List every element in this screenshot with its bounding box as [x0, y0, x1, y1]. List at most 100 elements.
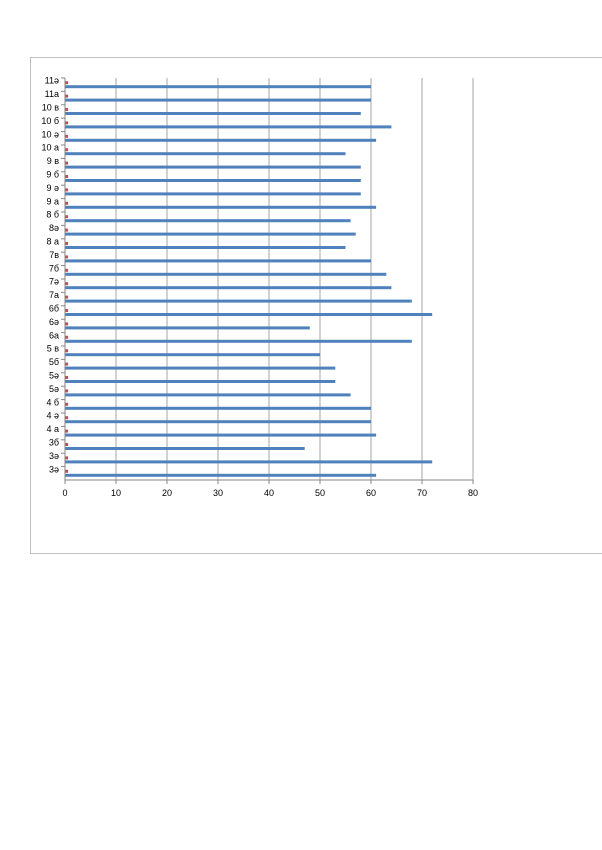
x-tick-label: 40 — [264, 488, 274, 498]
bar-series-2 — [65, 148, 69, 152]
bar-series-2 — [65, 161, 69, 165]
bar-series-2 — [65, 188, 69, 192]
x-tick-label: 30 — [213, 488, 223, 498]
bar-series-2 — [65, 429, 69, 433]
bar-series-2 — [65, 121, 69, 125]
bar-series-1 — [65, 98, 371, 102]
bar-series-2 — [65, 402, 69, 406]
bar-series-2 — [65, 201, 69, 205]
y-tick-label: 5ә — [49, 371, 59, 381]
bar-series-1 — [65, 179, 361, 182]
y-tick-label: 10 б — [41, 116, 59, 126]
bar-series-2 — [65, 295, 69, 299]
y-tick-label: 10 а — [41, 143, 59, 153]
x-tick-label: 60 — [366, 488, 376, 498]
y-tick-label: 6б — [49, 304, 59, 314]
bar-series-1 — [65, 192, 361, 196]
bar-series-1 — [65, 246, 346, 249]
bar-series-2 — [65, 175, 69, 178]
y-tick-label: 7в — [49, 250, 59, 260]
y-tick-label: 6ә — [49, 317, 59, 327]
bar-series-2 — [65, 389, 69, 393]
bar-series-1 — [65, 406, 371, 410]
bar-series-1 — [65, 205, 377, 209]
bar-series-1 — [65, 125, 392, 129]
x-tick-label: 50 — [315, 488, 325, 498]
x-tick-label: 80 — [468, 488, 478, 498]
bar-series-1 — [65, 299, 412, 303]
y-tick-label: 5 в — [47, 344, 60, 354]
grid-lines — [115, 78, 474, 480]
bar-series-1 — [65, 165, 361, 169]
bar-series-1 — [65, 152, 346, 156]
y-tick-label: 11ә — [45, 76, 59, 86]
y-tick-label: 3ә — [49, 451, 59, 461]
y-tick-label: 9 а — [46, 196, 59, 206]
bar-series-1 — [65, 473, 377, 477]
axes — [61, 77, 474, 484]
y-tick-label: 4 б — [46, 397, 59, 407]
bar-series-1 — [65, 353, 320, 357]
bar-series-2 — [65, 134, 69, 138]
bar-series-1 — [65, 339, 412, 343]
y-tick-label: 7б — [49, 263, 59, 273]
bars — [65, 81, 433, 477]
y-tick-label: 4 а — [46, 424, 59, 434]
tick-labels: 0 10 20 30 40 50 60 70 80 3ә 3ә 3б 4 а 4 ә 4 б 5ә 5ә 5б 5 … — [41, 76, 478, 498]
y-tick-label: 9 в — [47, 156, 60, 166]
y-tick-label: 7а — [49, 290, 59, 300]
bar-series-2 — [65, 309, 69, 312]
y-tick-label: 3ә — [49, 464, 59, 474]
bar-series-2 — [65, 322, 69, 326]
y-tick-label: 5ә — [49, 384, 59, 394]
y-tick-label: 9 ә — [46, 183, 59, 193]
bar-series-2 — [65, 469, 69, 473]
bar-series-2 — [65, 215, 69, 219]
bar-series-2 — [65, 376, 69, 379]
y-tick-label: 5б — [49, 357, 59, 367]
x-tick-label: 10 — [111, 488, 121, 498]
bar-chart: 0 10 20 30 40 50 60 70 80 3ә 3ә 3б 4 а 4 ә 4 б 5ә 5ә 5б 5 … — [41, 76, 478, 498]
bar-series-1 — [65, 420, 371, 424]
bar-series-2 — [65, 349, 69, 353]
bar-series-1 — [65, 447, 305, 450]
bar-series-1 — [65, 393, 351, 397]
bar-series-1 — [65, 259, 371, 263]
bar-series-2 — [65, 456, 69, 460]
bar-series-2 — [65, 268, 69, 272]
y-tick-label: 4 ә — [46, 411, 59, 421]
y-tick-label: 11а — [45, 89, 59, 99]
bar-series-2 — [65, 282, 69, 286]
bar-series-2 — [65, 108, 69, 111]
bar-series-1 — [65, 112, 361, 115]
y-tick-label: 8ә — [49, 223, 59, 233]
bar-series-1 — [65, 460, 433, 464]
y-tick-label: 3б — [49, 438, 59, 448]
bar-series-2 — [65, 443, 69, 446]
y-tick-label: 8 б — [46, 210, 59, 220]
chart-frame: 0 10 20 30 40 50 60 70 80 3ә 3ә 3б 4 а 4 ә 4 б 5ә 5ә 5б 5 … — [30, 57, 602, 554]
bar-series-2 — [65, 416, 69, 420]
bar-series-1 — [65, 286, 392, 290]
x-tick-label: 20 — [162, 488, 172, 498]
y-tick-label: 10 ә — [41, 129, 59, 139]
bar-series-2 — [65, 228, 69, 232]
bar-series-2 — [65, 335, 69, 339]
bar-series-2 — [65, 255, 69, 259]
bar-series-1 — [65, 380, 336, 383]
bar-series-1 — [65, 366, 336, 370]
y-tick-label: 6а — [49, 330, 59, 340]
bar-series-2 — [65, 242, 69, 245]
y-tick-label: 10 в — [42, 103, 60, 113]
bar-series-1 — [65, 85, 371, 89]
bar-series-2 — [65, 94, 69, 98]
bar-series-1 — [65, 272, 387, 276]
x-tick-label: 0 — [62, 488, 67, 498]
bar-series-1 — [65, 433, 377, 437]
bar-series-1 — [65, 326, 310, 330]
x-tick-label: 70 — [417, 488, 427, 498]
bar-series-1 — [65, 313, 433, 316]
y-tick-label: 9 б — [46, 170, 59, 180]
bar-series-2 — [65, 81, 69, 85]
y-tick-label: 8 а — [46, 237, 59, 247]
